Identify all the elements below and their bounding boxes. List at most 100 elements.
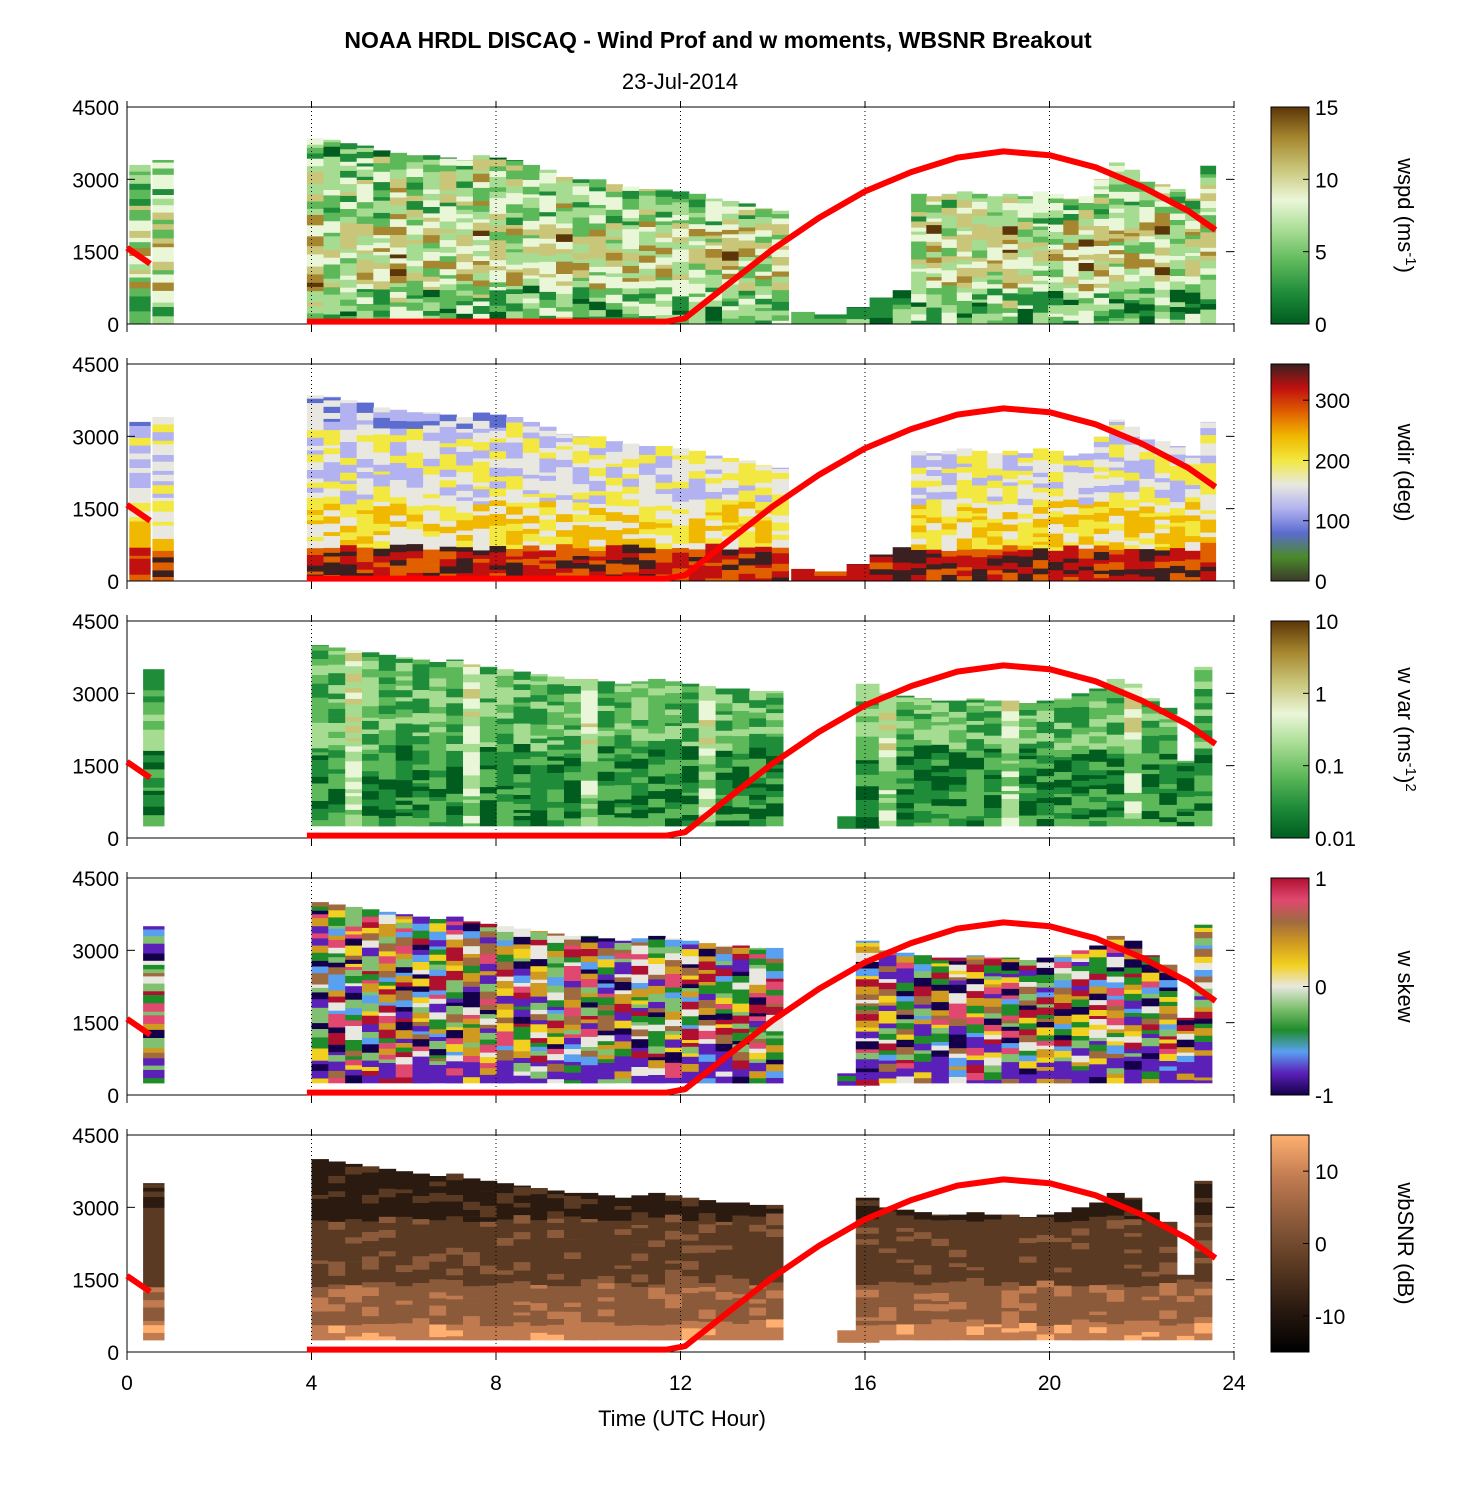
heatmap-cell <box>705 458 723 464</box>
heatmap-cell <box>1139 315 1156 325</box>
heatmap-cell <box>311 960 329 967</box>
heatmap-cell <box>362 676 380 682</box>
heatmap-cell <box>429 1055 447 1059</box>
heatmap-cell <box>389 475 408 480</box>
heatmap-cell <box>614 799 632 804</box>
heatmap-cell <box>456 530 474 535</box>
heatmap-cell <box>1001 760 1020 764</box>
heatmap-cell <box>855 759 880 764</box>
heatmap-cell <box>631 996 649 1001</box>
heatmap-cell <box>378 929 397 937</box>
heatmap-cell <box>1036 771 1055 777</box>
heatmap-cell <box>948 768 967 777</box>
heatmap-cell <box>423 310 441 316</box>
heatmap-cell <box>395 986 414 991</box>
heatmap-cell <box>496 954 515 962</box>
heatmap-cell <box>948 717 967 725</box>
heatmap-cell <box>423 530 441 537</box>
heatmap-cell <box>572 483 590 493</box>
heatmap-cell <box>698 1054 717 1062</box>
heatmap-cell <box>1194 715 1213 724</box>
heatmap-cell <box>580 715 599 724</box>
heatmap-cell <box>406 228 424 235</box>
heatmap-cell <box>323 396 341 398</box>
heatmap-cell <box>513 928 531 937</box>
heatmap-cell <box>715 699 733 704</box>
heatmap-cell <box>530 944 548 952</box>
heatmap-cell <box>896 1001 915 1010</box>
heatmap-cell <box>496 987 515 996</box>
heatmap-cell <box>362 811 380 816</box>
heatmap-cell <box>1185 541 1201 551</box>
heatmap-cell <box>456 519 474 527</box>
heatmap-cell <box>373 275 391 282</box>
heatmap-cell <box>311 1014 329 1024</box>
heatmap-cell <box>429 756 447 765</box>
heatmap-cell <box>152 570 174 577</box>
heatmap-cell <box>896 1034 915 1040</box>
heatmap-cell <box>622 204 640 210</box>
heatmap-cell <box>655 447 673 457</box>
heatmap-cell <box>129 288 151 297</box>
heatmap-cell <box>1176 808 1195 812</box>
heatmap-cell <box>506 506 524 515</box>
heatmap-cell <box>323 232 341 237</box>
heatmap-cell <box>580 1036 599 1042</box>
heatmap-cell <box>622 451 640 460</box>
heatmap-cell <box>439 532 457 537</box>
heatmap-cell <box>1078 246 1095 255</box>
heatmap-cell <box>389 239 408 248</box>
heatmap-cell <box>966 738 985 748</box>
heatmap-cell <box>412 996 430 1004</box>
heatmap-cell <box>956 282 973 289</box>
heatmap-cell <box>479 746 498 752</box>
heatmap-cell <box>356 169 374 177</box>
heatmap-cell <box>931 789 950 794</box>
heatmap-cell <box>378 789 397 794</box>
heatmap-cell <box>389 565 408 573</box>
heatmap-cell <box>129 467 151 473</box>
heatmap-cell <box>152 194 174 199</box>
heatmap-cell <box>530 958 548 967</box>
heatmap-cell <box>1141 720 1160 728</box>
heatmap-cell <box>1124 426 1140 430</box>
heatmap-cell <box>530 690 548 696</box>
heatmap-cell <box>1154 489 1171 498</box>
heatmap-cell <box>456 304 474 314</box>
heatmap-cell <box>771 223 789 229</box>
heatmap-cell <box>698 792 717 799</box>
heatmap-cell <box>506 570 524 578</box>
heatmap-cell <box>1159 800 1178 805</box>
heatmap-cell <box>323 236 341 243</box>
heatmap-cell <box>941 502 958 511</box>
heatmap-cell <box>513 986 531 993</box>
heatmap-cell <box>855 942 880 947</box>
heatmap-cell <box>1124 510 1140 520</box>
heatmap-cell <box>655 462 673 468</box>
heatmap-cell <box>395 689 414 698</box>
chart-title: NOAA HRDL DISCAQ - Wind Prof and w momen… <box>344 27 1092 53</box>
heatmap-cell <box>738 277 756 283</box>
heatmap-cell <box>1032 451 1049 461</box>
heatmap-cell <box>456 181 474 188</box>
heatmap-cell <box>306 153 325 159</box>
heatmap-cell <box>1124 732 1143 740</box>
heatmap-cell <box>439 443 457 448</box>
heatmap-cell <box>429 713 447 722</box>
heatmap-cell <box>987 260 1003 264</box>
heatmap-cell <box>506 562 524 571</box>
heatmap-cell <box>378 771 397 780</box>
heatmap-cell <box>306 429 325 438</box>
heatmap-cell <box>489 569 507 574</box>
heatmap-cell <box>506 224 524 229</box>
heatmap-cell <box>738 485 756 491</box>
heatmap-cell <box>631 795 649 802</box>
heatmap-cell <box>328 812 346 818</box>
heatmap-cell <box>926 212 943 219</box>
heatmap-cell <box>1093 264 1110 271</box>
heatmap-cell <box>948 1076 967 1084</box>
heatmap-cell <box>463 991 481 1000</box>
heatmap-cell <box>681 803 700 809</box>
heatmap-cell <box>1036 732 1055 742</box>
heatmap-cell <box>439 246 457 253</box>
